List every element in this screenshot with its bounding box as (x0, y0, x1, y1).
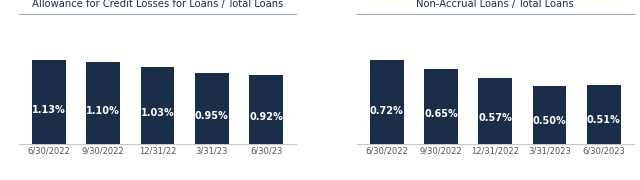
Text: 0.72%: 0.72% (370, 106, 404, 116)
Text: 0.50%: 0.50% (532, 116, 566, 126)
Bar (32, 60, 66, 144)
Bar (86, 62, 120, 144)
Bar (424, 69, 458, 144)
Bar (532, 86, 566, 144)
Text: 0.51%: 0.51% (587, 115, 621, 125)
Text: Allowance for Credit Losses for Loans / Total Loans: Allowance for Credit Losses for Loans / … (32, 0, 284, 9)
Text: 0.95%: 0.95% (195, 111, 228, 121)
Text: 0.57%: 0.57% (478, 112, 512, 123)
Text: 0.65%: 0.65% (424, 109, 458, 119)
Text: Non-Accrual Loans / Total Loans: Non-Accrual Loans / Total Loans (417, 0, 574, 9)
Text: 0.92%: 0.92% (249, 112, 283, 122)
Bar (250, 75, 283, 144)
Bar (370, 60, 403, 144)
Bar (478, 78, 512, 144)
Bar (141, 67, 175, 144)
Text: 1.10%: 1.10% (86, 106, 120, 116)
Bar (195, 73, 228, 144)
Text: 1.13%: 1.13% (32, 105, 66, 115)
Bar (587, 85, 621, 144)
Text: 1.03%: 1.03% (141, 108, 175, 118)
